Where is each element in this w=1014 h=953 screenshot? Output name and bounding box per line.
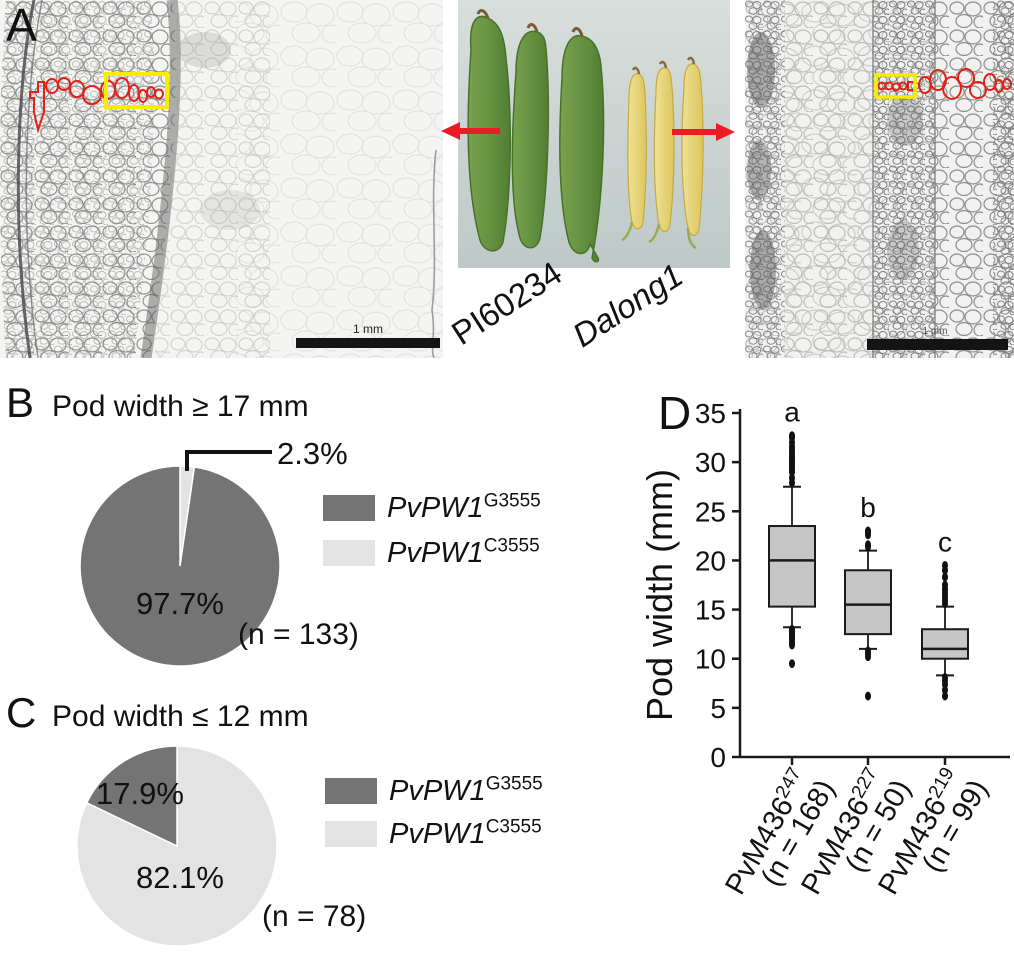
legend-label: PvPW1G3555 (389, 772, 543, 807)
traced-cells-outline-right (877, 68, 1012, 100)
y-tick-label: 30 (695, 447, 726, 478)
legend-swatch-dark (325, 778, 377, 804)
highlight-box-left (104, 72, 169, 109)
legend-item-pvpw1-c3555: PvPW1C3555 (323, 534, 540, 569)
yellow-pods (621, 56, 704, 250)
traced-cells-outline-left (29, 77, 164, 134)
pie-b-small-slice-label: 2.3% (277, 436, 348, 471)
y-tick-label: 35 (695, 398, 726, 429)
legend-swatch-light (323, 540, 375, 566)
scale-bar-left-label: 1 mm (353, 322, 383, 336)
outlier-point (789, 640, 795, 650)
callout-line-horizontal (185, 450, 272, 454)
y-tick-label: 5 (710, 693, 726, 724)
pie-b-sample-size: (n = 133) (238, 618, 359, 651)
outlier-point (942, 580, 948, 590)
legend-swatch-dark (323, 495, 375, 521)
y-tick-label: 25 (695, 496, 726, 527)
outlier-point (942, 560, 948, 570)
legend-item-pvpw1-g3555: PvPW1G3555 (325, 772, 543, 807)
panel-d-letter: D (658, 387, 692, 439)
callout-line-vertical (185, 450, 189, 471)
box-iqr (921, 628, 969, 660)
outlier-point (942, 572, 948, 582)
legend-item-pvpw1-g3555: PvPW1G3555 (323, 489, 541, 524)
outlier-point (789, 431, 795, 441)
outlier-point (865, 652, 871, 662)
variety-label-dalong1: Dalong1 (565, 256, 690, 355)
panel-b-letter: B (6, 379, 35, 426)
outlier-point (789, 659, 795, 669)
green-pods (467, 9, 605, 263)
box-iqr (844, 569, 892, 636)
scale-bar-right (867, 339, 1008, 350)
pods-photo (458, 0, 730, 268)
pie-c-dark-slice-label: 17.9% (96, 776, 184, 811)
panel-a-letter: A (6, 0, 37, 51)
panel-c-title: Pod width ≤ 12 mm (52, 700, 309, 733)
boxplot-y-axis-label: Pod width (mm) (639, 469, 680, 721)
pie-chart-pod-width-le-12 (77, 746, 278, 947)
outlier-point (942, 691, 948, 701)
legend-label: PvPW1C3555 (387, 534, 540, 569)
scale-bar-left (296, 338, 440, 348)
significance-letter: c (938, 526, 952, 557)
significance-letter: a (784, 397, 800, 428)
y-tick-label: 20 (695, 545, 726, 576)
outlier-point (865, 540, 871, 550)
y-tick-label: 15 (695, 595, 726, 626)
variety-label-pi60234: PI60234 (444, 254, 569, 353)
legend-label: PvPW1G3555 (387, 489, 541, 524)
y-tick-label: 10 (695, 644, 726, 675)
legend-swatch-light (325, 821, 377, 847)
significance-letter: b (860, 492, 876, 523)
pie-c-sample-size: (n = 78) (262, 900, 367, 933)
pie-b-big-slice-label: 97.7% (136, 586, 224, 621)
panel-c-letter: C (6, 689, 37, 736)
outlier-point (865, 691, 871, 701)
y-tick-label: 0 (710, 742, 726, 773)
micrograph-dalong1-cross-section: 1 mm (745, 0, 1014, 358)
pie-slice-pvpw1-g3555 (85, 746, 178, 848)
scale-bar-right-label: 1 mm (923, 326, 948, 337)
legend-label: PvPW1C3555 (389, 815, 542, 850)
highlight-box-right (874, 73, 917, 99)
box-iqr (768, 525, 816, 608)
micrograph-pi60234-cross-section: 1 mm (0, 0, 443, 358)
panel-b-title: Pod width ≥ 17 mm (52, 390, 309, 423)
outlier-point (865, 526, 871, 536)
pie-slice-pvpw1-g3555 (79, 465, 281, 667)
pie-c-light-slice-label: 82.1% (136, 860, 224, 895)
legend-item-pvpw1-c3555: PvPW1C3555 (325, 815, 542, 850)
pie-chart-pod-width-ge-17 (79, 465, 281, 667)
